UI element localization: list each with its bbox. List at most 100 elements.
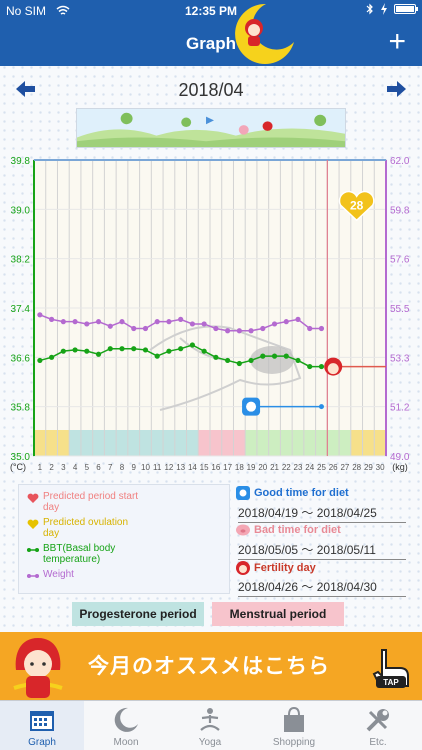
- series-point: [60, 348, 66, 354]
- y-right-tick-label: 53.3: [390, 353, 410, 364]
- scenery-illustration: [76, 108, 346, 148]
- fertility-dates: 2018/04/26 〜 2018/04/30: [238, 578, 406, 597]
- series-point: [295, 357, 301, 364]
- series-point: [189, 342, 195, 348]
- y-right-unit-label: (kg): [392, 462, 408, 472]
- series-point: [84, 348, 90, 354]
- series-point: [131, 325, 137, 332]
- tab-shopping[interactable]: Shopping: [252, 701, 336, 750]
- x-tick-label: 21: [270, 463, 279, 472]
- bad-time-label: Bad time for diet: [254, 524, 341, 536]
- x-tick-label: 22: [282, 463, 291, 472]
- tap-hand-icon[interactable]: TAP: [368, 646, 414, 692]
- series-point: [178, 346, 184, 352]
- legend-label: Predicted ovulation day: [43, 517, 129, 539]
- legend-label: Predicted period start day: [43, 491, 139, 513]
- heart-icon: [27, 519, 39, 529]
- series-point: [49, 316, 55, 322]
- series-point: [72, 347, 78, 353]
- girl-mascot-icon: [13, 638, 63, 698]
- add-button[interactable]: +: [388, 25, 406, 58]
- series-point: [107, 323, 113, 329]
- x-tick-label: 18: [235, 463, 244, 472]
- tab-label: Yoga: [198, 737, 222, 748]
- series-point: [189, 321, 195, 327]
- yoga-icon: [200, 708, 220, 731]
- series-point: [166, 319, 172, 325]
- x-tick-label: 9: [132, 463, 137, 472]
- y-left-tick-label: 39.8: [11, 156, 31, 167]
- x-tick-label: 24: [305, 463, 314, 472]
- x-tick-label: 17: [223, 463, 232, 472]
- legend-label: BBT(Basal body temperature): [43, 543, 116, 565]
- x-tick-label: 30: [376, 463, 385, 472]
- x-tick-label: 3: [61, 463, 66, 472]
- x-tick-label: 13: [176, 463, 185, 472]
- bbt-weight-chart: 35.0 35.8 36.6 37.4 38.2 39.0 39.8 49.0 51.2 53.3…: [0, 150, 422, 480]
- y-left-tick-label: 37.4: [11, 304, 31, 315]
- series-point: [154, 353, 160, 359]
- series-point: [131, 346, 137, 352]
- good-time-label: Good time for diet: [254, 487, 349, 499]
- x-tick-label: 26: [329, 463, 338, 472]
- series-point: [213, 354, 219, 360]
- y-left-tick-label: 36.6: [11, 353, 31, 364]
- tab-etc[interactable]: Etc.: [336, 701, 420, 750]
- series-point: [225, 357, 231, 364]
- series-point: [60, 319, 66, 325]
- page-title: Graph: [185, 34, 237, 53]
- series-point: [201, 348, 207, 354]
- tab-graph[interactable]: Graph: [0, 701, 84, 750]
- calendar-graph-icon: [30, 711, 54, 731]
- diet-info: Good time for diet 2018/04/19 〜 2018/04/…: [234, 484, 412, 597]
- x-tick-label: 11: [153, 463, 162, 472]
- series-point: [37, 312, 43, 318]
- clock: 12:35 PM: [184, 4, 238, 18]
- bad-time-heading: Bad time for diet: [236, 524, 341, 536]
- series-point: [142, 347, 149, 353]
- series-point: [95, 351, 102, 357]
- month-selector: 2018/04: [0, 74, 422, 104]
- period-band: [34, 430, 70, 456]
- x-tick-label: 15: [200, 463, 209, 472]
- period-start-heart: [338, 190, 375, 222]
- good-time-heading: Good time for diet: [236, 486, 349, 500]
- y-right-tick-label: 62.0: [390, 156, 410, 167]
- banner-text: 今月のオススメはこちら: [88, 655, 330, 678]
- chart-svg: 35.0 35.8 36.6 37.4 38.2 39.0 39.8 49.0 51.2 53.3…: [10, 156, 410, 472]
- wifi-icon: [56, 5, 70, 15]
- menstrual-period-chip: Menstrual period: [212, 602, 344, 626]
- period-start-day-label: 28: [350, 198, 364, 212]
- series-point: [119, 319, 125, 325]
- x-tick-label: 8: [120, 463, 125, 472]
- x-tick-label: 29: [364, 463, 373, 472]
- fertility-label: Fertility day: [254, 562, 316, 574]
- tools-icon: [366, 709, 389, 732]
- scale-icon: [236, 486, 250, 500]
- series-point: [37, 357, 43, 364]
- heart-icon: [27, 493, 39, 503]
- x-tick-label: 27: [340, 463, 349, 472]
- line-dot-icon: [27, 548, 39, 552]
- shopping-bag-icon: [284, 706, 304, 732]
- tab-yoga[interactable]: Yoga: [168, 701, 252, 750]
- series-point: [213, 325, 219, 332]
- fertility-heading: Fertility day: [236, 561, 316, 575]
- x-tick-label: 23: [294, 463, 303, 472]
- y-right-tick-label: 59.8: [390, 205, 410, 216]
- series-point: [271, 321, 278, 327]
- x-tick-label: 1: [38, 463, 43, 472]
- next-month-arrow-icon[interactable]: [386, 80, 406, 98]
- series-point: [260, 325, 266, 332]
- previous-month-arrow-icon[interactable]: [16, 80, 36, 98]
- series-point: [166, 348, 172, 354]
- x-tick-label: 12: [164, 463, 173, 472]
- y-right-tick-label: 57.6: [390, 255, 410, 266]
- x-tick-label: 25: [317, 463, 326, 472]
- tab-moon[interactable]: Moon: [84, 701, 168, 750]
- series-point: [283, 353, 289, 359]
- recommendation-banner[interactable]: 今月のオススメはこちら TAP: [0, 632, 422, 700]
- line-dot-icon: [27, 574, 39, 578]
- tab-label: Graph: [28, 737, 56, 748]
- pig-icon: [236, 524, 250, 536]
